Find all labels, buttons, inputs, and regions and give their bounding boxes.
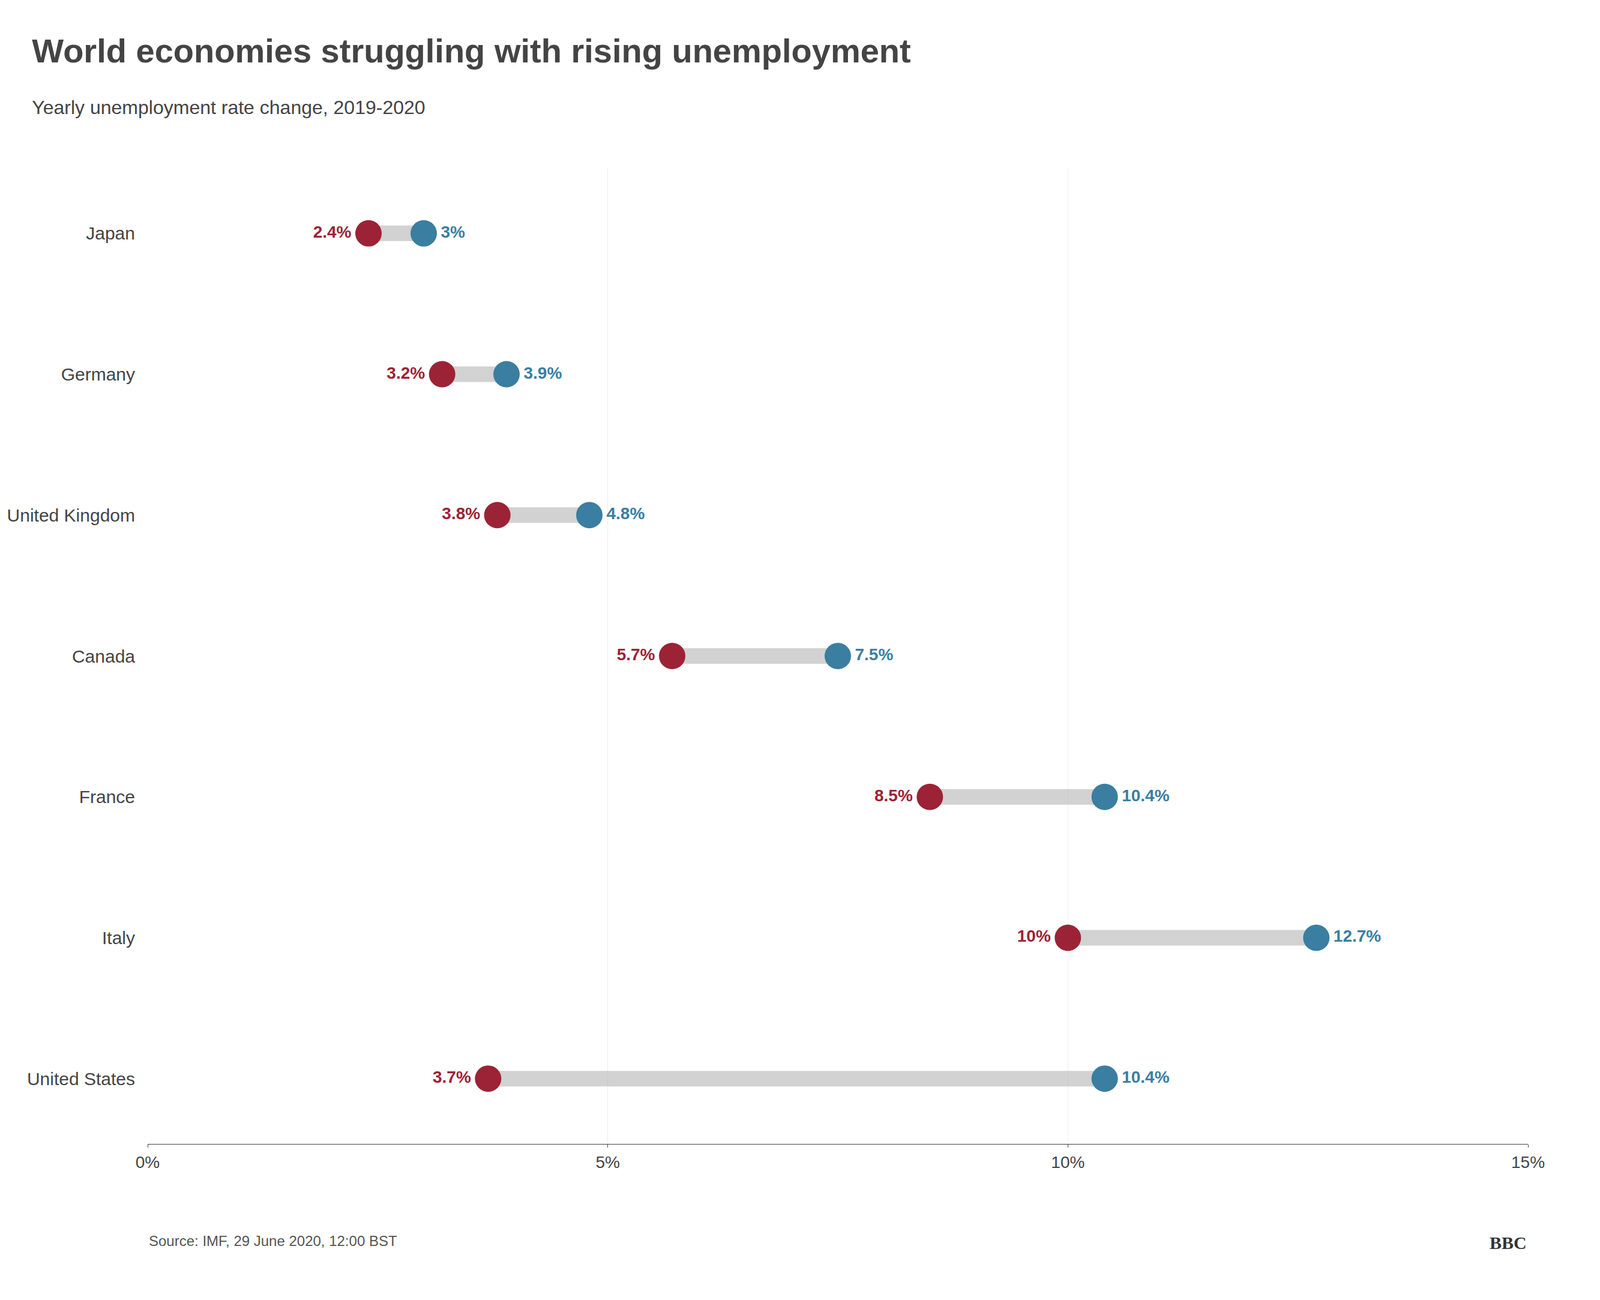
svg-text:Japan: Japan — [85, 223, 136, 244]
svg-text:3%: 3% — [441, 222, 466, 242]
svg-text:3.2%: 3.2% — [386, 363, 425, 383]
svg-text:7.5%: 7.5% — [855, 645, 894, 664]
svg-text:United Kingdom: United Kingdom — [7, 505, 136, 526]
svg-text:France: France — [79, 786, 136, 807]
svg-text:World economies struggling wit: World economies struggling with rising u… — [31, 31, 911, 70]
svg-text:5%: 5% — [595, 1152, 620, 1172]
svg-text:15%: 15% — [1511, 1152, 1545, 1172]
svg-text:3.9%: 3.9% — [523, 363, 563, 383]
svg-text:3.7%: 3.7% — [432, 1067, 472, 1087]
svg-text:12.7%: 12.7% — [1333, 926, 1381, 946]
svg-text:10.4%: 10.4% — [1121, 1067, 1170, 1087]
svg-text:5.7%: 5.7% — [616, 645, 656, 664]
svg-text:Yearly unemployment rate chang: Yearly unemployment rate change, 2019-20… — [31, 96, 425, 119]
svg-text:8.5%: 8.5% — [874, 786, 913, 805]
svg-text:10%: 10% — [1017, 926, 1051, 946]
svg-text:Germany: Germany — [61, 364, 136, 385]
svg-text:Italy: Italy — [102, 927, 136, 948]
svg-text:United States: United States — [27, 1068, 136, 1089]
svg-text:BBC: BBC — [1489, 1232, 1527, 1253]
svg-text:3.8%: 3.8% — [441, 504, 481, 523]
svg-text:4.8%: 4.8% — [606, 504, 646, 523]
svg-text:Canada: Canada — [72, 646, 136, 667]
svg-text:Source: IMF, 29 June 2020, 12:: Source: IMF, 29 June 2020, 12:00 BST — [148, 1232, 398, 1249]
svg-text:10.4%: 10.4% — [1121, 786, 1170, 805]
svg-text:0%: 0% — [135, 1152, 160, 1172]
svg-text:10%: 10% — [1050, 1152, 1085, 1172]
svg-text:2.4%: 2.4% — [313, 222, 352, 242]
